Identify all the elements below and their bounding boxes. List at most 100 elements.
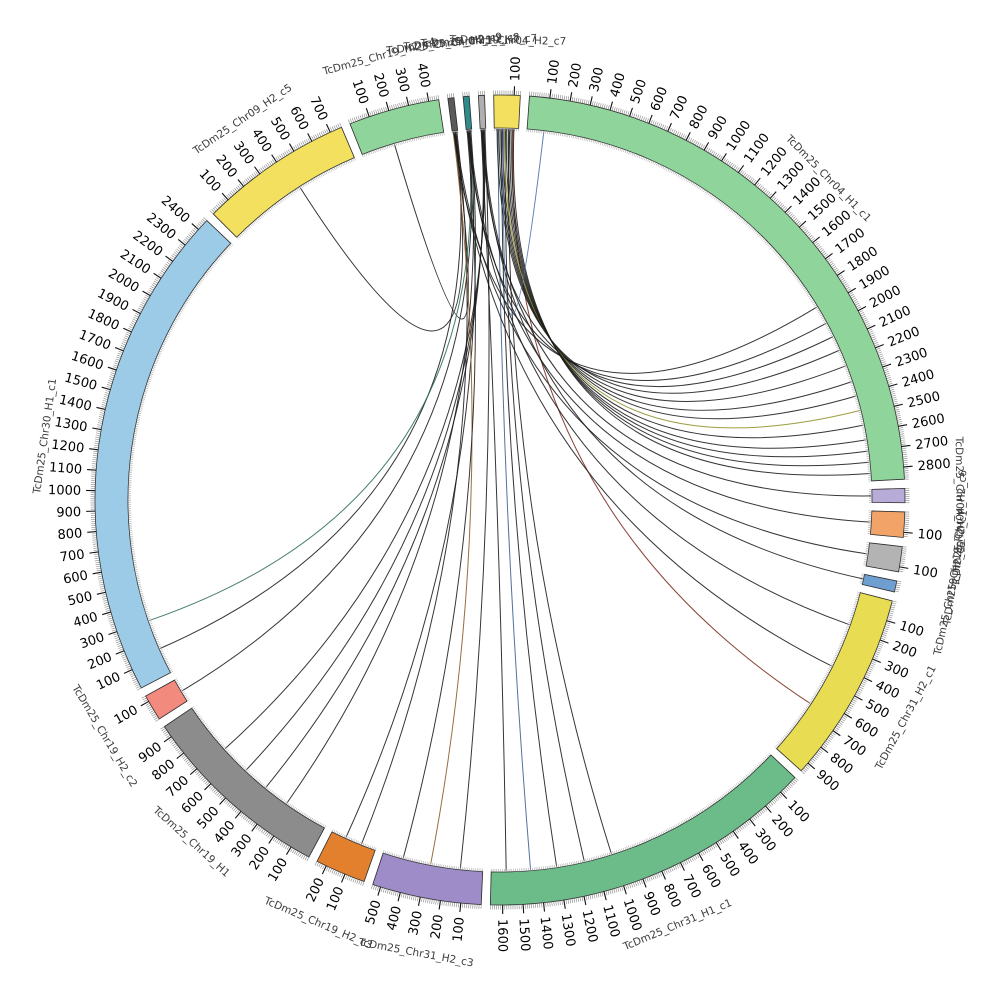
tick-label: 400 (72, 610, 100, 631)
link-curve (500, 128, 852, 411)
tick-label: 1500 (63, 371, 99, 394)
segment-arc (145, 679, 188, 720)
tick-label: 500 (267, 115, 293, 144)
segment-ticks (462, 91, 473, 133)
link-curve (501, 128, 558, 867)
segment-arc (462, 95, 473, 130)
tick-label: 100 (94, 670, 123, 694)
tick-label: 100 (196, 167, 224, 195)
tick-label: 200 (566, 62, 585, 89)
link-curve (148, 130, 472, 622)
tick-label: 600 (698, 862, 723, 891)
tick-label: 200 (370, 71, 391, 99)
tick-label: 500 (863, 697, 892, 722)
link-curve (286, 130, 475, 804)
link-curve (360, 131, 468, 845)
tick-label: 600 (648, 85, 671, 114)
segment-tiny3: TcDm25_Chr19_H2_c7 (419, 33, 537, 132)
segment-ticks: 100 (867, 510, 943, 544)
tick-label: 2800 (917, 457, 951, 475)
segment-chr19h1: 100200300400500600700800900TcDm25_Chr19_… (136, 706, 327, 885)
segment-ticks: 100 (493, 56, 524, 132)
tick-label: 700 (306, 94, 330, 123)
tick-label: 300 (587, 66, 607, 94)
link-curve (459, 129, 490, 869)
tick-label: 1000 (620, 897, 644, 933)
tick-label: 100 (917, 527, 943, 544)
segment-arc (477, 94, 487, 129)
tick-label: 600 (286, 104, 311, 133)
link-curve (509, 129, 868, 458)
link-curve (430, 131, 473, 865)
link-curve (507, 129, 867, 449)
tick-label: 2600 (911, 411, 946, 432)
tick-label: 100 (545, 59, 563, 85)
tick-label: 700 (679, 872, 704, 901)
tick-label: 100 (912, 563, 939, 582)
tick-label: 800 (660, 881, 684, 910)
segment-arc (489, 754, 796, 906)
tick-label: 100 (349, 78, 371, 106)
tick-label: 400 (873, 678, 902, 702)
link-curve (483, 129, 871, 497)
segment-name-label: TcDm25_Chr04_H2_c7 (449, 34, 567, 48)
link-curve (504, 129, 585, 862)
segment-ticks: 100 200 300 400 (348, 62, 445, 158)
tick-label: 100 (897, 619, 925, 641)
segment-name-label: TcDm25_Chr30_H1_c1 (31, 378, 59, 496)
tick-label: 1400 (537, 916, 555, 951)
tick-label: 500 (628, 77, 650, 105)
tick-label: 1200 (579, 909, 601, 944)
segment-arc (493, 94, 521, 129)
tick-label: 900 (813, 767, 842, 795)
tick-label: 100 (112, 703, 141, 728)
link-curve (502, 129, 857, 420)
link-curve (498, 128, 847, 402)
tick-label: 200 (86, 650, 115, 673)
segment-arc (372, 852, 484, 905)
tick-label: 2500 (906, 389, 942, 411)
tick-label: 100 (451, 916, 468, 942)
segment-chr31h1: 1002003004005006007008009001000110012001… (489, 752, 812, 953)
link-curve (345, 130, 476, 838)
tick-label: 400 (608, 71, 629, 99)
link-curve (496, 129, 840, 394)
segment-name-label: TcDm25_Chr04_H2_c5 (953, 436, 966, 554)
segment-arc (316, 831, 376, 883)
tick-label: 300 (882, 659, 911, 683)
tick-label: 200 (247, 844, 273, 873)
tick-label: 400 (734, 839, 761, 868)
tick-label: 300 (391, 66, 411, 94)
link-curve (497, 129, 532, 870)
tick-label: 2400 (900, 367, 936, 391)
link-curve (512, 129, 871, 476)
segment-ticks (446, 93, 459, 135)
tick-label: 500 (716, 851, 742, 880)
tick-label: 1300 (558, 913, 578, 948)
segment-arc (865, 542, 903, 573)
segment-arc (861, 573, 898, 593)
tick-label: 900 (56, 505, 81, 521)
tick-label: 400 (413, 62, 432, 89)
segment-arc (869, 510, 906, 538)
tick-label: 100 (508, 56, 524, 81)
link-curve (299, 131, 464, 332)
tick-label: 1400 (57, 393, 93, 415)
tick-label: 100 (324, 885, 347, 914)
link-curve (511, 129, 870, 467)
link-curve (181, 130, 473, 692)
tick-label: 600 (852, 715, 881, 741)
tick-label: 2700 (914, 434, 949, 453)
tick-label: 1100 (599, 903, 622, 939)
link-curve (502, 129, 545, 316)
tick-label: 300 (406, 910, 426, 937)
tick-label: 2200 (886, 324, 922, 350)
link-ribbons (148, 128, 871, 871)
segment-ticks (859, 573, 902, 593)
tick-label: 900 (706, 113, 731, 142)
